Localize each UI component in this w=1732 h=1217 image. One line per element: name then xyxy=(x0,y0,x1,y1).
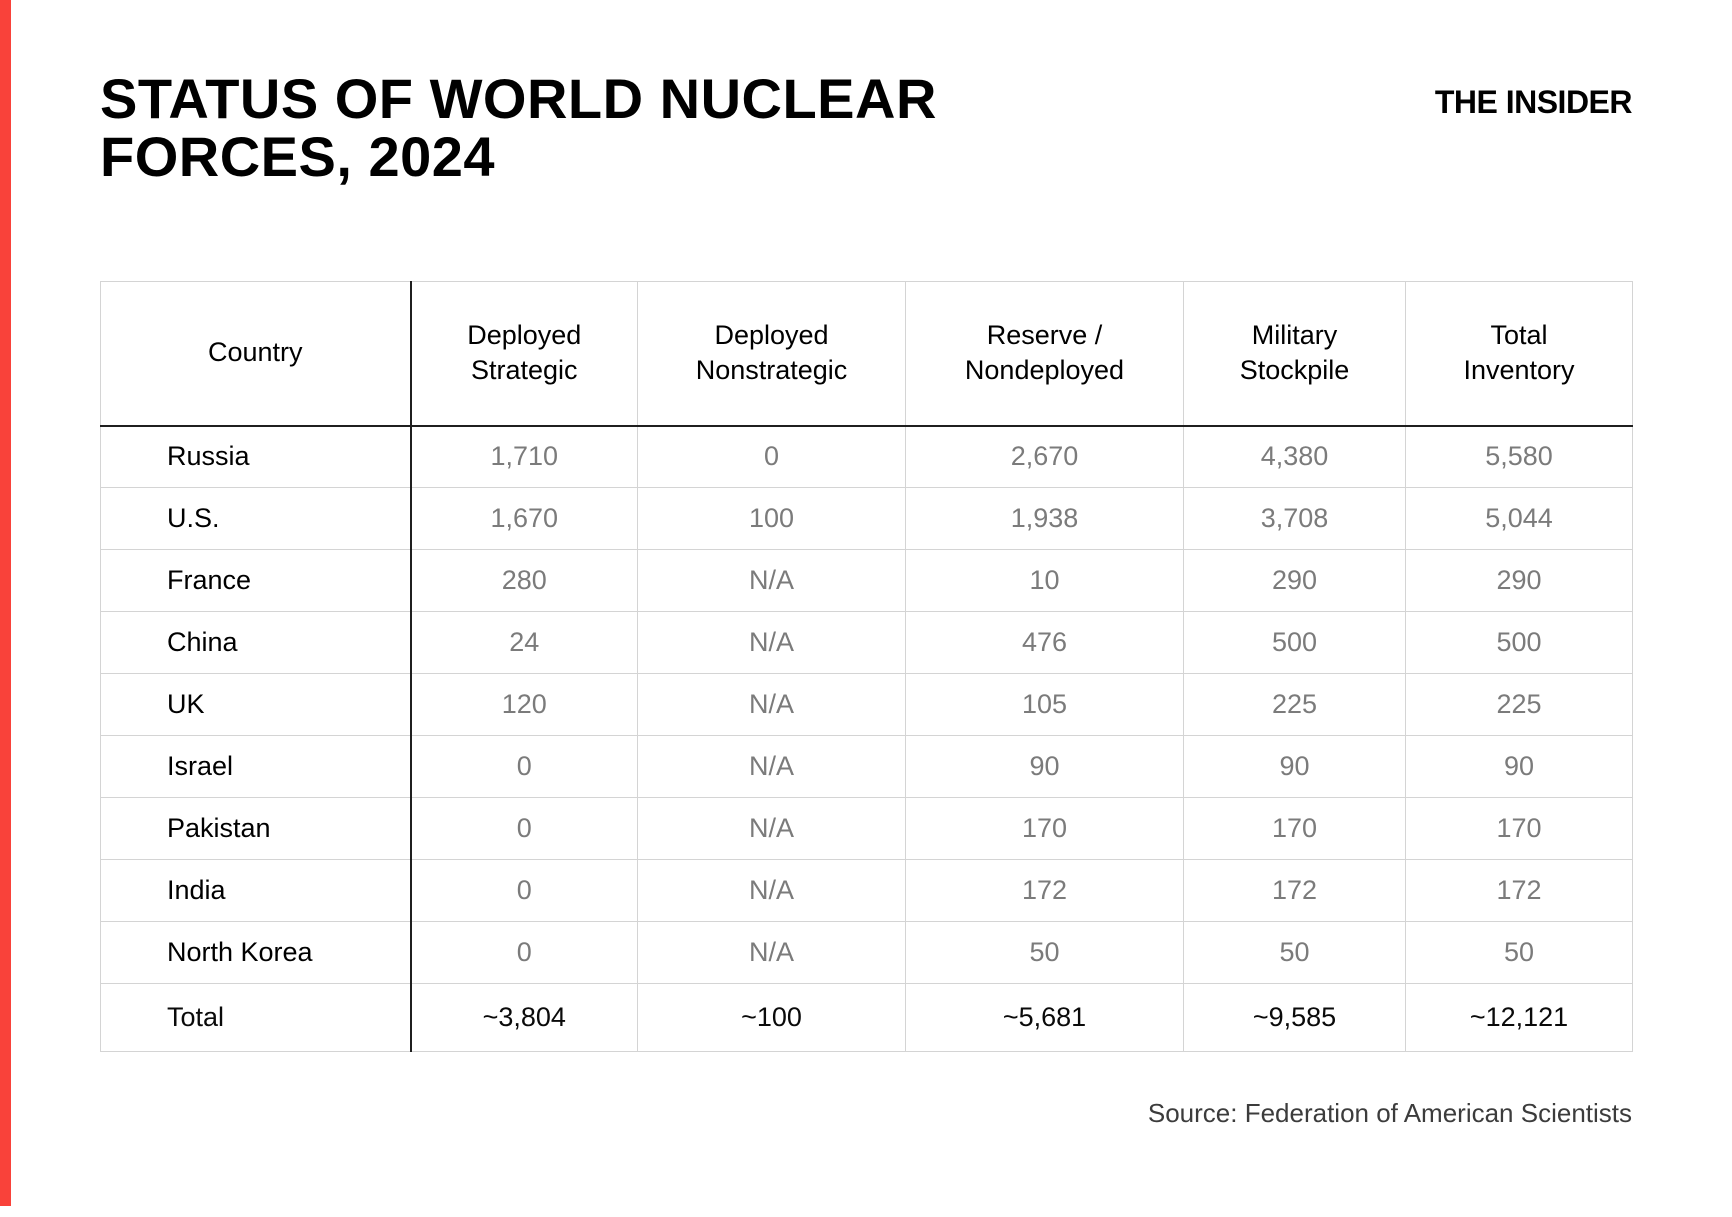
value-cell: N/A xyxy=(637,797,906,860)
value-cell: N/A xyxy=(637,673,906,736)
value-cell: 1,710 xyxy=(409,425,638,488)
total-label-cell: Total xyxy=(100,983,411,1052)
table-header-row: Country Deployed Strategic Deployed Nons… xyxy=(100,281,1633,427)
value-cell: ~5,681 xyxy=(905,983,1184,1052)
country-cell: India xyxy=(100,859,411,922)
value-cell: 0 xyxy=(409,735,638,798)
value-cell: 290 xyxy=(1183,549,1406,612)
nuclear-forces-table-container: Country Deployed Strategic Deployed Nons… xyxy=(100,281,1633,1052)
page-title: STATUS OF WORLD NUCLEAR FORCES, 2024 xyxy=(100,67,937,189)
value-cell: N/A xyxy=(637,859,906,922)
value-cell: 172 xyxy=(1405,859,1633,922)
table-row: Israel 0 N/A 90 90 90 xyxy=(100,735,1633,798)
country-cell: Israel xyxy=(100,735,411,798)
table-row: North Korea 0 N/A 50 50 50 xyxy=(100,921,1633,984)
table-row: France 280 N/A 10 290 290 xyxy=(100,549,1633,612)
value-cell: 172 xyxy=(905,859,1184,922)
value-cell: 24 xyxy=(409,611,638,674)
value-cell: 10 xyxy=(905,549,1184,612)
value-cell: 0 xyxy=(409,921,638,984)
value-cell: 50 xyxy=(1183,921,1406,984)
value-cell: 0 xyxy=(409,859,638,922)
column-header-deployed-nonstrategic: Deployed Nonstrategic xyxy=(637,281,906,427)
value-cell: 3,708 xyxy=(1183,487,1406,550)
value-cell: 50 xyxy=(905,921,1184,984)
value-cell: 2,670 xyxy=(905,425,1184,488)
value-cell: 5,580 xyxy=(1405,425,1633,488)
left-accent-bar xyxy=(0,0,11,1206)
column-header-reserve-nondeployed: Reserve / Nondeployed xyxy=(905,281,1184,427)
value-cell: 90 xyxy=(1405,735,1633,798)
value-cell: 50 xyxy=(1405,921,1633,984)
country-cell: Pakistan xyxy=(100,797,411,860)
value-cell: ~12,121 xyxy=(1405,983,1633,1052)
column-header-country: Country xyxy=(100,281,411,427)
value-cell: 0 xyxy=(637,425,906,488)
brand-logo: THE INSIDER xyxy=(1434,84,1633,120)
value-cell: N/A xyxy=(637,921,906,984)
value-cell: ~9,585 xyxy=(1183,983,1406,1052)
value-cell: N/A xyxy=(637,611,906,674)
country-cell: Russia xyxy=(100,425,411,488)
value-cell: 476 xyxy=(905,611,1184,674)
page-title-line1: STATUS OF WORLD NUCLEAR xyxy=(100,67,937,130)
value-cell: 1,938 xyxy=(905,487,1184,550)
value-cell: 172 xyxy=(1183,859,1406,922)
page-title-line2: FORCES, 2024 xyxy=(100,125,496,189)
country-cell: North Korea xyxy=(100,921,411,984)
table-row: India 0 N/A 172 172 172 xyxy=(100,859,1633,922)
value-cell: 4,380 xyxy=(1183,425,1406,488)
value-cell: 280 xyxy=(409,549,638,612)
value-cell: 90 xyxy=(1183,735,1406,798)
value-cell: 120 xyxy=(409,673,638,736)
country-cell: UK xyxy=(100,673,411,736)
value-cell: 1,670 xyxy=(409,487,638,550)
value-cell: N/A xyxy=(637,549,906,612)
nuclear-forces-table: Country Deployed Strategic Deployed Nons… xyxy=(100,281,1633,1052)
table-row: Russia 1,710 0 2,670 4,380 5,580 xyxy=(100,425,1633,488)
value-cell: 170 xyxy=(1183,797,1406,860)
source-attribution: Source: Federation of American Scientist… xyxy=(1147,1098,1632,1128)
value-cell: 170 xyxy=(905,797,1184,860)
value-cell: 0 xyxy=(409,797,638,860)
table-row: U.S. 1,670 100 1,938 3,708 5,044 xyxy=(100,487,1633,550)
value-cell: 5,044 xyxy=(1405,487,1633,550)
column-header-military-stockpile: Military Stockpile xyxy=(1183,281,1406,427)
column-header-deployed-strategic: Deployed Strategic xyxy=(409,281,638,427)
table-row: Pakistan 0 N/A 170 170 170 xyxy=(100,797,1633,860)
value-cell: ~100 xyxy=(637,983,906,1052)
value-cell: 100 xyxy=(637,487,906,550)
value-cell: 500 xyxy=(1405,611,1633,674)
value-cell: N/A xyxy=(637,735,906,798)
value-cell: 225 xyxy=(1183,673,1406,736)
value-cell: 105 xyxy=(905,673,1184,736)
value-cell: 290 xyxy=(1405,549,1633,612)
value-cell: 225 xyxy=(1405,673,1633,736)
country-cell: France xyxy=(100,549,411,612)
value-cell: 170 xyxy=(1405,797,1633,860)
table-total-row: Total ~3,804 ~100 ~5,681 ~9,585 ~12,121 xyxy=(100,983,1633,1052)
table-row: China 24 N/A 476 500 500 xyxy=(100,611,1633,674)
column-header-total-inventory: Total Inventory xyxy=(1405,281,1633,427)
value-cell: ~3,804 xyxy=(409,983,638,1052)
value-cell: 90 xyxy=(905,735,1184,798)
country-cell: China xyxy=(100,611,411,674)
value-cell: 500 xyxy=(1183,611,1406,674)
table-row: UK 120 N/A 105 225 225 xyxy=(100,673,1633,736)
country-cell: U.S. xyxy=(100,487,411,550)
